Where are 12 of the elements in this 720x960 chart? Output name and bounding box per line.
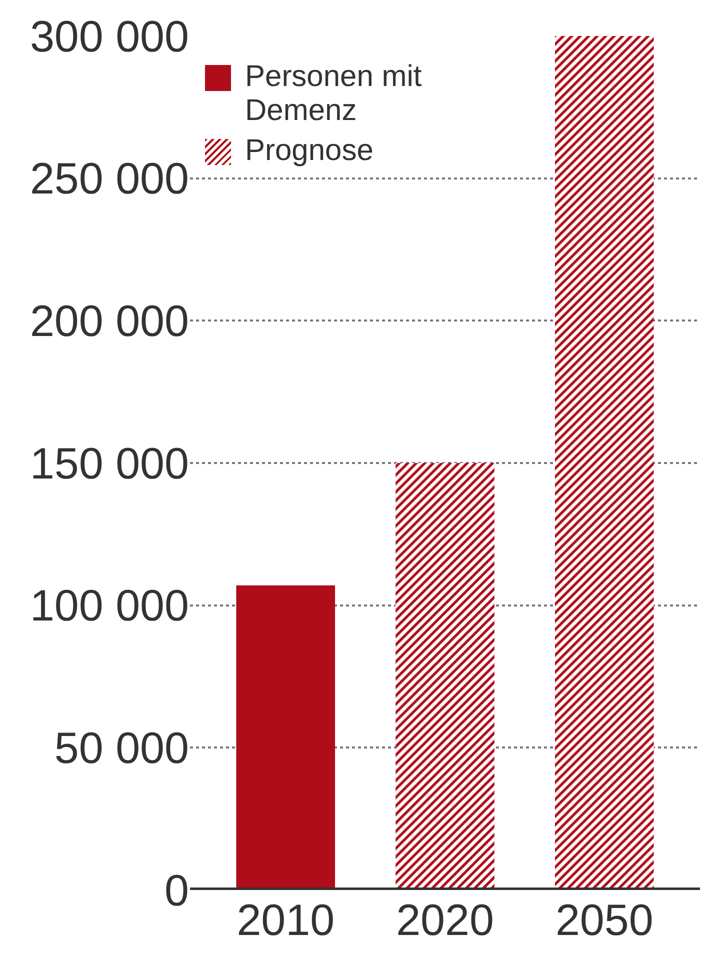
x-tick-label: 2050 [555,896,654,945]
y-tick-label: 0 [164,866,189,916]
y-tick-label: 150 000 [30,439,189,488]
legend-label: Prognose [245,134,374,168]
legend-label: Personen mit Demenz [245,60,423,128]
y-tick-label: 300 000 [30,12,189,62]
y-tick-label: 50 000 [54,724,189,774]
x-tick-label: 2010 [236,896,335,945]
y-tick-label: 100 000 [30,582,189,631]
y-tick-label: 200 000 [30,297,189,346]
y-tick-label: 250 000 [30,154,189,204]
x-tick-label: 2020 [396,896,494,945]
